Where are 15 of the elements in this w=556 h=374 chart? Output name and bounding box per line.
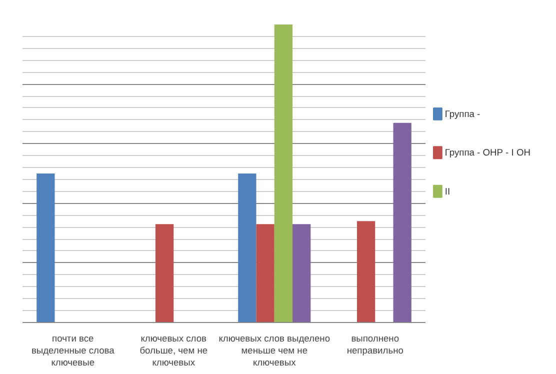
bar	[256, 224, 274, 322]
bar	[356, 221, 376, 322]
x-tick-label: ключевых слов выделено меньше чем не ключевых	[218, 334, 330, 368]
bar	[238, 174, 256, 322]
bar	[36, 174, 55, 322]
bar	[274, 24, 293, 322]
bar	[292, 224, 311, 322]
legend-label: Группа -	[444, 108, 480, 119]
bar	[155, 224, 174, 322]
x-tick-label: ключевых слов больше, чем не ключевых	[140, 334, 208, 368]
bar	[393, 122, 412, 322]
x-tick-label: почти все выделенные слова ключевые	[31, 334, 116, 368]
legend-label: II	[444, 186, 450, 196]
legend-label: Группа - ОНР - I ОН	[444, 148, 530, 158]
x-tick-label: выполнено неправильно	[346, 334, 404, 356]
